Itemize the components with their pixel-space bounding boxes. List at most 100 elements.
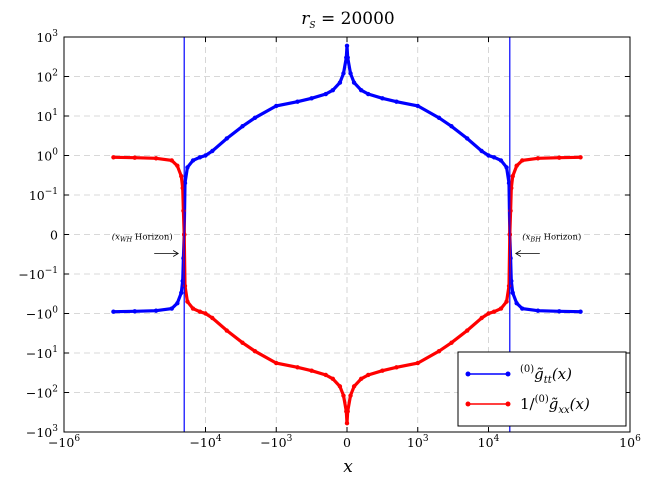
series-point-0	[132, 309, 137, 314]
series-point-0	[351, 80, 357, 85]
series-point-0	[341, 71, 346, 76]
series-point-0	[366, 91, 371, 97]
series-line-0	[113, 234, 186, 314]
series-point-1	[344, 421, 350, 426]
series-point-1	[330, 376, 336, 382]
series-point-1	[203, 311, 208, 316]
series-point-1	[436, 348, 442, 354]
series-point-1	[415, 360, 420, 366]
series-point-1	[190, 306, 196, 311]
series-point-0	[380, 96, 385, 101]
series-point-1	[182, 283, 188, 289]
series-point-1	[506, 283, 512, 289]
series-point-0	[465, 136, 470, 141]
x-tick-label: −104	[189, 434, 221, 450]
series-point-0	[197, 155, 203, 160]
series-point-0	[179, 290, 184, 296]
series-point-0	[510, 290, 515, 296]
series-point-1	[179, 173, 184, 179]
horizon-arrowhead	[515, 250, 522, 257]
series-point-0	[348, 71, 353, 76]
series-point-0	[295, 99, 300, 104]
horizon-label: (xBH Horizon)	[522, 232, 581, 244]
series-point-0	[394, 99, 399, 104]
y-tick-label: 103	[36, 29, 58, 45]
series-point-0	[344, 43, 350, 48]
series-point-1	[557, 155, 562, 160]
series-point-0	[175, 301, 180, 306]
series-point-1	[380, 368, 385, 373]
series-point-1	[358, 376, 364, 382]
x-tick-label: 106	[619, 434, 641, 450]
series-point-1	[508, 208, 513, 213]
y-tick-label: 100	[36, 148, 58, 164]
y-tick-label: −102	[26, 385, 58, 401]
series-point-1	[394, 365, 399, 370]
series-point-1	[366, 372, 371, 378]
series-point-0	[415, 103, 420, 109]
series-point-0	[203, 153, 208, 158]
y-tick-label: −101	[26, 345, 58, 361]
series-point-1	[181, 208, 186, 213]
series-point-1	[252, 348, 258, 354]
series-point-1	[348, 393, 353, 398]
series-line-0	[508, 234, 581, 314]
series-point-0	[190, 158, 196, 163]
series-point-1	[323, 372, 328, 378]
series-point-0	[436, 115, 442, 121]
y-tick-label: 102	[36, 69, 58, 85]
series-point-1	[240, 340, 245, 345]
series-point-0	[345, 55, 350, 60]
x-tick-label: 103	[407, 434, 429, 450]
series-point-1	[465, 328, 470, 333]
series-point-1	[153, 156, 159, 161]
x-tick-label: 104	[478, 434, 500, 450]
series-point-1	[337, 384, 343, 389]
series-point-1	[309, 368, 314, 373]
legend: (0)g̃tt(x) 1/(0)g̃xx(x)	[457, 351, 627, 427]
legend-label: (0)g̃tt(x)	[520, 364, 572, 386]
series-point-0	[309, 96, 314, 101]
series-point-0	[520, 306, 525, 311]
horizon-label: (xWH Horizon)	[112, 232, 173, 244]
series-point-1	[520, 158, 525, 163]
series-point-1	[535, 156, 541, 161]
horizon-layer: (xWH Horizon) (xBH Horizon)	[112, 37, 581, 432]
series-point-0	[252, 115, 258, 121]
series-point-0	[169, 306, 174, 311]
y-tick-label: 10−1	[29, 187, 58, 203]
series-point-1	[351, 384, 357, 389]
y-tick-label: 101	[36, 108, 58, 124]
series-point-0	[486, 153, 491, 158]
series-point-0	[358, 87, 364, 93]
series-point-1	[224, 328, 229, 333]
series-line-1	[113, 155, 186, 235]
horizon-arrowhead	[172, 250, 179, 257]
y-tick-label: −103	[26, 424, 58, 440]
series-point-1	[486, 311, 491, 316]
series-point-0	[449, 124, 454, 129]
legend-label: 1/(0)g̃xx(x)	[520, 394, 590, 416]
tick-layer: −106 −104 −103 0 103 104 106 103 102 101 100 10−1 0 −…	[18, 29, 641, 450]
y-tick-label: 0	[50, 228, 58, 243]
series-point-1	[197, 309, 203, 314]
series-point-1	[295, 365, 300, 370]
series-point-1	[449, 340, 454, 345]
series-point-0	[330, 87, 336, 93]
chart-title: rS = 20000	[301, 9, 394, 31]
series-point-1	[504, 299, 509, 304]
series-point-1	[111, 155, 116, 160]
series-point-0	[210, 148, 215, 154]
x-axis-label: x	[343, 457, 353, 477]
series-point-1	[514, 163, 519, 168]
title-rest: = 20000	[316, 9, 395, 29]
title-r: r	[301, 9, 310, 29]
y-tick-label: −10−1	[18, 266, 58, 282]
series-line-1	[508, 155, 581, 235]
series-point-1	[510, 173, 515, 179]
series-point-1	[491, 309, 497, 314]
series-point-1	[345, 409, 350, 414]
series-point-0	[323, 91, 328, 97]
series-point-0	[274, 103, 279, 109]
